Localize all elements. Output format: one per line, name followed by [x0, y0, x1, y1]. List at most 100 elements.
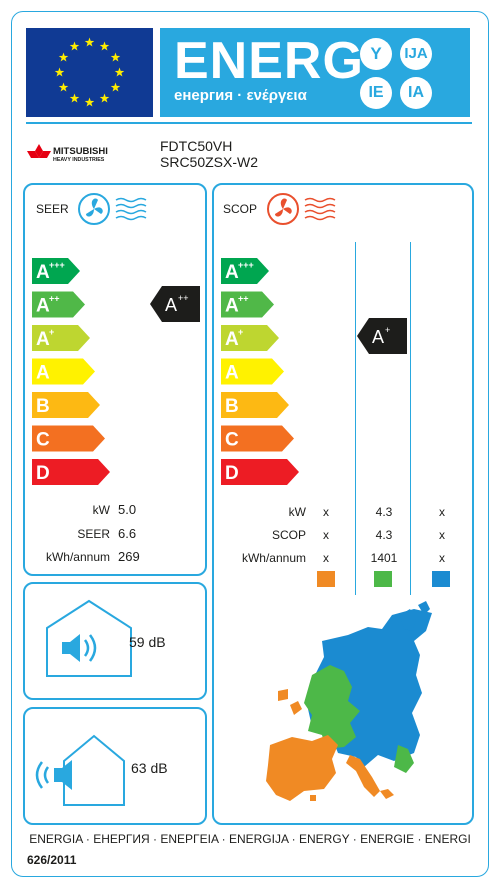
- eu-star: [69, 41, 80, 51]
- eu-flag-icon: [26, 28, 153, 117]
- heat-spec-label-kwh: kWh/annum: [241, 551, 306, 565]
- heat-spec-warmer-kw: x: [323, 505, 329, 519]
- eu-star: [84, 97, 95, 107]
- energy-banner: ENERG енергия · ενέργεια Y IJA IE IA: [160, 28, 470, 117]
- rating-arrow: A ++: [150, 286, 200, 322]
- class-label: A: [225, 363, 239, 384]
- heat-spec-average-kwh: 1401: [370, 551, 398, 565]
- class-arrow: A +++: [221, 258, 269, 284]
- indoor-speaker-icon: [46, 599, 132, 677]
- class-label: A: [36, 262, 50, 283]
- language-suffix-y: Y: [360, 38, 392, 70]
- energy-subtitle: енергия · ενέργεια: [174, 87, 307, 104]
- class-label: D: [36, 463, 50, 484]
- heat-spec-average-scop: 4.3: [375, 528, 393, 542]
- class-arrow: A: [32, 358, 95, 385]
- eu-star: [58, 82, 69, 92]
- cool-spec-value-kwh: 269: [118, 549, 140, 564]
- heat-spec-label-kw: kW: [288, 505, 306, 519]
- class-label-superscript: +++: [238, 260, 254, 270]
- class-label-superscript: +: [238, 327, 243, 337]
- class-label: A: [225, 296, 239, 317]
- eu-star: [54, 67, 65, 77]
- snowflake-fan-icon: [78, 193, 147, 225]
- heating-column-divider-1: [355, 242, 356, 595]
- heating-rating-pointer: A +: [357, 318, 407, 354]
- class-arrow: D: [221, 459, 299, 485]
- cool-spec-label-kwh: kWh/annum: [45, 550, 110, 564]
- cool-spec-value-kw: 5.0: [118, 502, 137, 517]
- heat-fan-icon: [267, 193, 336, 225]
- class-arrow: C: [221, 425, 294, 452]
- heating-title: SCOP: [223, 202, 258, 216]
- rating-label: A: [372, 327, 384, 347]
- regulation-number: 626/2011: [27, 853, 77, 867]
- outdoor-noise-number: 63: [131, 760, 147, 776]
- eu-star: [99, 93, 110, 103]
- cooling-rating-pointer: A ++: [150, 286, 200, 322]
- class-label: C: [36, 430, 50, 451]
- class-label: C: [225, 430, 239, 451]
- class-arrow: A +: [32, 325, 90, 351]
- class-label: A: [36, 363, 50, 384]
- cool-spec-value-seer: 6.6: [118, 526, 137, 541]
- cooling-title: SEER: [36, 202, 69, 216]
- class-label-superscript: ++: [238, 294, 249, 304]
- outdoor-model: SRC50ZSX-W2: [160, 154, 259, 170]
- eu-star: [110, 52, 121, 62]
- heating-panel: [212, 183, 474, 825]
- heat-spec-colder-scop: x: [439, 528, 445, 542]
- indoor-model: FDTC50VH: [160, 138, 233, 154]
- label-border: [11, 11, 489, 877]
- rating-label-superscript: ++: [178, 293, 189, 303]
- logo-text-line1: MITSUBISHI: [53, 146, 108, 157]
- europe-climate-map: [266, 601, 432, 801]
- heat-spec-label-scop: SCOP: [271, 528, 306, 542]
- logo-text-line2: HEAVY INDUSTRIES: [53, 157, 105, 163]
- heat-spec-warmer-kwh: x: [323, 551, 329, 565]
- class-label-superscript: ++: [49, 294, 60, 304]
- class-arrow: A +: [221, 325, 279, 351]
- class-arrow: B: [32, 392, 100, 418]
- heat-spec-average-kw: 4.3: [375, 505, 393, 519]
- outdoor-speaker-icon: [35, 734, 125, 806]
- rating-label-superscript: +: [385, 325, 390, 335]
- heat-spec-colder-kw: x: [439, 505, 445, 519]
- class-arrow: A: [221, 358, 284, 385]
- warmer-climate-swatch: [317, 571, 335, 587]
- eu-star: [69, 93, 80, 103]
- colder-climate-swatch: [432, 571, 450, 587]
- indoor-noise-unit: dB: [148, 634, 166, 650]
- average-climate-swatch: [374, 571, 392, 587]
- class-label: D: [225, 463, 239, 484]
- class-arrow: C: [32, 425, 105, 452]
- class-arrow: B: [221, 392, 289, 418]
- energy-word: ENERG: [174, 32, 364, 90]
- cooling-panel: [23, 183, 207, 576]
- energy-names-footer: ENERGIA · ЕНЕРГИЯ · ΕΝΕΡΓΕΙΑ · ENERGIJA …: [29, 832, 471, 846]
- cool-spec-label-seer: SEER: [77, 527, 110, 541]
- heat-spec-colder-kwh: x: [439, 551, 445, 565]
- eu-star: [99, 41, 110, 51]
- class-label-superscript: +: [49, 327, 54, 337]
- heating-column-divider-2: [410, 242, 411, 595]
- header-divider: [26, 122, 472, 124]
- eu-star: [58, 52, 69, 62]
- mitsubishi-logo: MITSUBISHI HEAVY INDUSTRIES: [27, 144, 108, 163]
- class-arrow: A ++: [32, 291, 85, 318]
- outdoor-noise-value: 63 dB: [131, 760, 168, 776]
- class-label: A: [36, 296, 50, 317]
- class-arrow: A +++: [32, 258, 80, 284]
- language-suffix-ija: IJA: [400, 38, 432, 70]
- class-label: A: [225, 329, 239, 350]
- outdoor-noise-unit: dB: [150, 760, 168, 776]
- class-label: B: [36, 396, 50, 417]
- outdoor-noise-panel: [23, 707, 207, 825]
- eu-star: [84, 37, 95, 47]
- class-label-superscript: +++: [49, 260, 65, 270]
- indoor-noise-value: 59 dB: [129, 634, 166, 650]
- heat-spec-warmer-scop: x: [323, 528, 329, 542]
